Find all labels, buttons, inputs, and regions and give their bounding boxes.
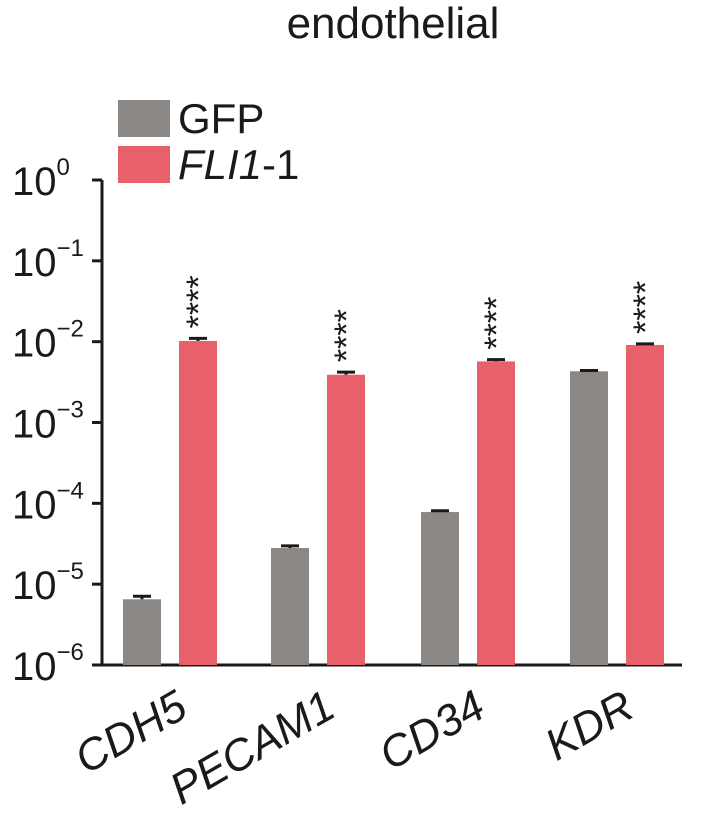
bar-fli1-1-cdh5 xyxy=(179,340,217,665)
y-tick-label: 10−2 xyxy=(12,316,84,366)
y-tick-label: 10−3 xyxy=(12,397,84,447)
y-tick-label: 10−4 xyxy=(12,477,84,527)
bar-fli1-1-pecam1 xyxy=(327,374,365,665)
bar-fli1-1-kdr xyxy=(626,344,664,665)
bar-gfp-cdh5 xyxy=(123,599,161,665)
y-tick-label: 100 xyxy=(12,154,70,204)
x-tick-label: KDR xyxy=(537,681,642,770)
significance-label: **** xyxy=(478,297,516,350)
bar-gfp-cd34 xyxy=(421,512,459,665)
significance-label: **** xyxy=(328,309,366,362)
x-tick-label: CD34 xyxy=(371,681,493,780)
y-tick-label: 10−1 xyxy=(12,235,84,285)
significance-label: **** xyxy=(180,275,218,328)
y-tick-label: 10−5 xyxy=(12,558,84,608)
x-tick-label: PECAM1 xyxy=(162,681,343,814)
legend-label: FLI1-1 xyxy=(178,141,299,188)
bar-fli1-1-cd34 xyxy=(477,361,515,665)
bar-gfp-kdr xyxy=(570,371,608,665)
y-tick-label: 10−6 xyxy=(12,639,84,689)
bar-gfp-pecam1 xyxy=(271,548,309,665)
legend-swatch xyxy=(118,146,170,183)
legend-swatch xyxy=(118,100,170,137)
legend-label: GFP xyxy=(178,95,264,142)
significance-markers: **** **** **** **** xyxy=(180,275,665,362)
chart-title: endothelial xyxy=(287,0,500,48)
error-bars xyxy=(133,336,654,600)
bars xyxy=(123,340,664,665)
y-axis: 100 10−1 10−2 10−3 10−4 10−5 10−6 xyxy=(12,154,104,689)
significance-label: **** xyxy=(627,281,665,334)
